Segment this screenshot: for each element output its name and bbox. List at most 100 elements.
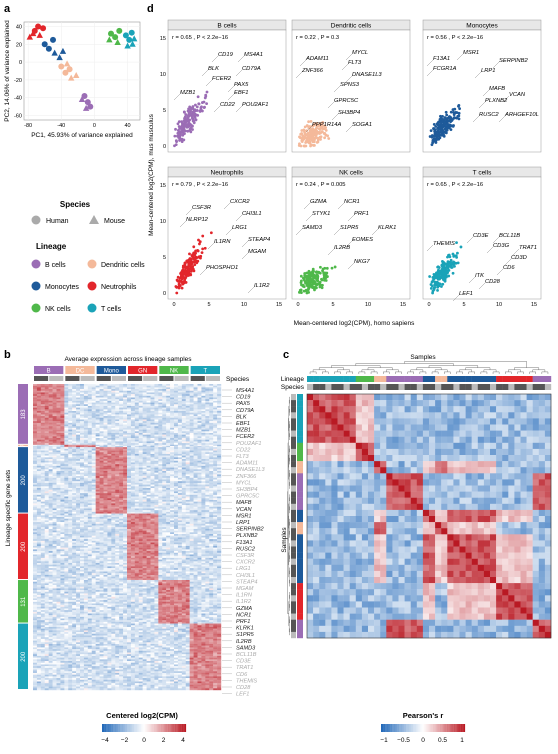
heatmap-b-cell xyxy=(162,484,167,487)
facet-data-point xyxy=(184,113,188,116)
heatmap-b-cell xyxy=(170,455,175,458)
heatmap-b-cell xyxy=(158,496,163,499)
heatmap-b-cell xyxy=(130,405,136,408)
heatmap-b-cell xyxy=(111,479,116,482)
heatmap-b-cell xyxy=(36,421,42,424)
heatmap-b-cell xyxy=(197,460,202,463)
heatmap-b-cell xyxy=(134,392,139,395)
heatmap-b-cell xyxy=(127,432,132,435)
heatmap-b-cell xyxy=(146,400,151,403)
heatmap-b-cell xyxy=(87,481,92,484)
heatmap-b-cell xyxy=(48,395,53,398)
heatmap-b-cell xyxy=(185,469,190,472)
heatmap-b-cell xyxy=(127,464,132,467)
heatmap-b-cell xyxy=(177,400,183,403)
gene-label: SOGA1 xyxy=(352,122,372,128)
facet-data-point xyxy=(449,110,453,114)
heatmap-b-cell xyxy=(150,429,155,432)
heatmap-b-cell xyxy=(130,505,136,507)
heatmap-b-cell xyxy=(201,411,206,413)
heatmap-b-cell xyxy=(76,407,81,410)
heatmap-b-cell xyxy=(170,439,175,442)
heatmap-b-cell xyxy=(103,493,108,496)
heatmap-b-cell xyxy=(68,465,73,468)
heatmap-b-cell xyxy=(48,501,53,504)
heatmap-b-cell xyxy=(87,434,92,437)
heatmap-b-cell xyxy=(209,443,214,446)
heatmap-b-cell xyxy=(33,459,38,461)
heatmap-b-cell xyxy=(181,387,186,390)
heatmap-b-cell xyxy=(119,508,124,511)
heatmap-b-cell xyxy=(146,439,151,442)
heatmap-b-cell xyxy=(189,404,194,407)
heatmap-b-cell xyxy=(83,484,89,487)
facet-data-point xyxy=(451,263,455,267)
gene-label: PRF1 xyxy=(354,211,369,217)
heatmap-b-cell xyxy=(162,447,167,450)
heatmap-b-cell xyxy=(64,402,69,405)
heatmap-b-cell xyxy=(95,501,100,504)
heatmap-b-cell xyxy=(174,399,179,402)
heatmap-b-cell xyxy=(115,384,120,386)
heatmap-b-cell xyxy=(80,498,85,501)
heatmap-b-cell xyxy=(181,424,186,427)
heatmap-b-cell xyxy=(83,499,89,502)
heatmap-b-cell xyxy=(146,453,151,456)
heatmap-b-cell xyxy=(134,431,139,434)
heatmap-b-cell xyxy=(162,411,167,413)
heatmap-b-cell xyxy=(197,474,202,477)
heatmap-b-cell xyxy=(72,511,77,514)
heatmap-b-cell xyxy=(115,422,120,425)
heatmap-b-cell xyxy=(166,422,171,425)
heatmap-b-cell xyxy=(52,460,57,463)
heatmap-b-cell xyxy=(119,448,124,451)
facet-data-point xyxy=(300,132,304,135)
heatmap-b-cell xyxy=(181,496,186,499)
heatmap-b-cell xyxy=(52,397,57,400)
heatmap-b-cell xyxy=(209,489,214,492)
heatmap-b-cell xyxy=(170,450,175,453)
heatmap-b-cell xyxy=(111,412,116,415)
heatmap-b-cell xyxy=(119,387,124,390)
heatmap-b-cell xyxy=(60,431,65,434)
heatmap-b-cell xyxy=(146,417,151,420)
gene-label: NKG7 xyxy=(354,259,371,265)
heatmap-b-cell xyxy=(177,506,183,509)
heatmap-b-cell xyxy=(127,419,132,422)
heatmap-b-cell xyxy=(123,470,128,473)
heatmap-b-cell xyxy=(127,392,132,395)
heatmap-b-cell xyxy=(201,472,206,475)
heatmap-b-cell xyxy=(44,499,49,502)
heatmap-b-cell xyxy=(40,445,45,448)
heatmap-b-cell xyxy=(60,389,65,391)
heatmap-b-cell xyxy=(189,419,194,422)
heatmap-b-cell xyxy=(201,414,206,417)
heatmap-b-cell xyxy=(205,421,210,424)
heatmap-b-cell xyxy=(197,484,202,487)
heatmap-b-cell xyxy=(197,508,202,511)
heatmap-b-cell xyxy=(119,455,124,458)
heatmap-b-cell xyxy=(177,505,183,507)
heatmap-b-cell xyxy=(76,441,81,444)
heatmap-b-cell xyxy=(36,503,42,506)
heatmap-b-cell xyxy=(181,511,186,514)
heatmap-b-cell xyxy=(33,496,38,499)
heatmap-b-cell xyxy=(95,438,100,440)
heatmap-b-cell xyxy=(217,409,222,412)
heatmap-b-cell xyxy=(36,387,42,390)
heatmap-b-cell xyxy=(154,429,159,432)
heatmap-b-cell xyxy=(154,511,159,514)
heatmap-b-cell xyxy=(40,508,45,511)
heatmap-b-cell xyxy=(56,481,61,484)
heatmap-b-cell xyxy=(40,405,45,408)
heatmap-b-cell xyxy=(205,384,210,386)
heatmap-b-cell xyxy=(201,417,206,420)
heatmap-b-cell xyxy=(142,455,147,458)
heatmap-b-cell xyxy=(130,444,136,447)
heatmap-b-cell xyxy=(177,431,183,434)
heatmap-b-cell xyxy=(209,422,214,425)
heatmap-b-cell xyxy=(213,459,218,461)
heatmap-b-cell xyxy=(99,424,104,427)
heatmap-b-cell xyxy=(80,501,85,504)
heatmap-b-cell xyxy=(162,501,167,504)
